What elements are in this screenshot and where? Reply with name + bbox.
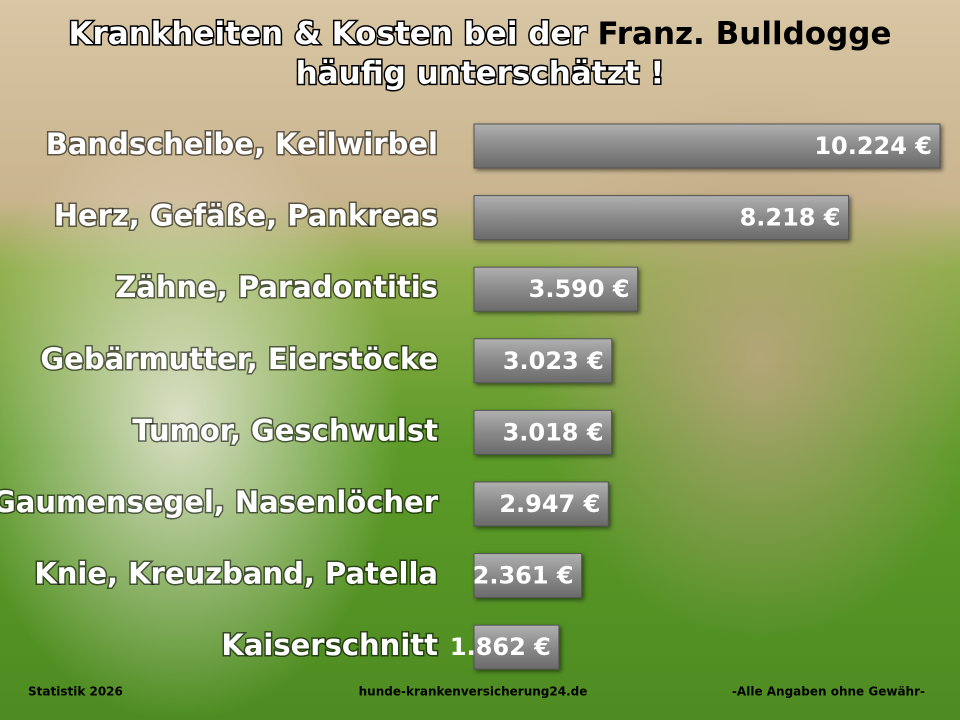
bar — [473, 481, 609, 527]
value-label: 2.947 € — [499, 490, 600, 518]
category-label: Zähne, Paradontitis — [115, 270, 438, 304]
value-label: 3.018 € — [503, 418, 604, 446]
chart-title: Krankheiten & Kosten bei der Franz. Bull… — [69, 16, 892, 52]
category-label: Herz, Gefäße, Pankreas — [54, 199, 438, 233]
category-label: Kaiserschnitt — [221, 628, 438, 662]
category-label: Gebärmutter, Eierstöcke — [40, 342, 438, 376]
category-label: Knie, Kreuzband, Patella — [34, 557, 438, 591]
footer-left: Statistik 2026 — [28, 685, 123, 699]
category-label: Bandscheibe, Keilwirbel — [46, 127, 438, 161]
bar — [473, 338, 613, 384]
value-label: 10.224 € — [814, 132, 932, 160]
title: Krankheiten & Kosten bei der — [69, 16, 588, 52]
bar — [473, 123, 941, 169]
value-label: 3.023 € — [503, 347, 604, 375]
bar — [473, 553, 583, 599]
subtitle: häufig unterschätzt ! — [296, 56, 665, 92]
title-highlight: Franz. Bulldogge — [598, 16, 892, 52]
bar — [473, 409, 613, 455]
bar — [473, 266, 639, 312]
category-label: Tumor, Geschwulst — [132, 413, 438, 447]
bar — [473, 624, 560, 670]
footer-right: -Alle Angaben ohne Gewähr- — [732, 685, 925, 699]
category-label: Gaumensegel, Nasenlöcher — [0, 485, 439, 519]
bar — [473, 195, 850, 241]
value-label: 3.590 € — [529, 275, 630, 303]
value-label: 2.361 € — [473, 562, 574, 590]
value-label: 1.862 € — [450, 633, 551, 661]
footer-center: hunde-krankenversicherung24.de — [359, 685, 588, 699]
value-label: 8.218 € — [740, 204, 841, 232]
